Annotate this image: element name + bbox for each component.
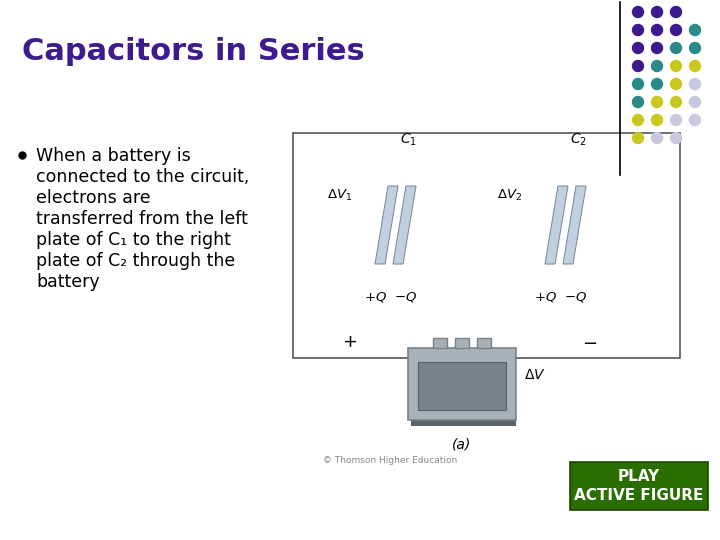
Polygon shape xyxy=(545,186,568,264)
Text: $-$: $-$ xyxy=(582,333,598,351)
Circle shape xyxy=(670,114,682,125)
Polygon shape xyxy=(563,186,586,264)
Circle shape xyxy=(652,97,662,107)
Text: PLAY
ACTIVE FIGURE: PLAY ACTIVE FIGURE xyxy=(575,469,703,503)
Circle shape xyxy=(652,24,662,36)
Polygon shape xyxy=(393,186,416,264)
Text: $\Delta V$: $\Delta V$ xyxy=(524,368,546,382)
Circle shape xyxy=(670,24,682,36)
Circle shape xyxy=(632,60,644,71)
Text: $-Q$: $-Q$ xyxy=(564,290,588,304)
Circle shape xyxy=(670,97,682,107)
Text: $-Q$: $-Q$ xyxy=(395,290,418,304)
Text: $+Q$: $+Q$ xyxy=(534,290,557,304)
Text: $C_1$: $C_1$ xyxy=(400,132,416,148)
Circle shape xyxy=(670,78,682,90)
Circle shape xyxy=(690,114,701,125)
Bar xyxy=(477,338,491,348)
Text: connected to the circuit,: connected to the circuit, xyxy=(36,168,249,186)
Text: $+Q$: $+Q$ xyxy=(364,290,387,304)
Bar xyxy=(455,338,469,348)
Text: $\Delta V_1$: $\Delta V_1$ xyxy=(327,187,352,202)
Circle shape xyxy=(652,78,662,90)
Text: When a battery is: When a battery is xyxy=(36,147,191,165)
Text: $C_2$: $C_2$ xyxy=(570,132,587,148)
Bar xyxy=(408,348,516,420)
Text: transferred from the left: transferred from the left xyxy=(36,210,248,228)
Circle shape xyxy=(632,132,644,144)
Bar xyxy=(293,133,680,358)
Circle shape xyxy=(632,6,644,17)
Circle shape xyxy=(690,24,701,36)
Text: plate of C₁ to the right: plate of C₁ to the right xyxy=(36,231,231,249)
Circle shape xyxy=(632,24,644,36)
Circle shape xyxy=(670,6,682,17)
Circle shape xyxy=(690,43,701,53)
Text: (a): (a) xyxy=(452,438,472,452)
Bar xyxy=(433,338,447,348)
Text: © Thomson Higher Education: © Thomson Higher Education xyxy=(323,456,457,465)
Circle shape xyxy=(690,97,701,107)
Circle shape xyxy=(632,114,644,125)
Text: Capacitors in Series: Capacitors in Series xyxy=(22,37,365,66)
Bar xyxy=(418,362,506,410)
Text: plate of C₂ through the: plate of C₂ through the xyxy=(36,252,235,270)
Text: battery: battery xyxy=(36,273,99,291)
Circle shape xyxy=(652,43,662,53)
Circle shape xyxy=(652,6,662,17)
Polygon shape xyxy=(375,186,398,264)
Circle shape xyxy=(690,60,701,71)
Circle shape xyxy=(690,78,701,90)
Text: $\Delta V_2$: $\Delta V_2$ xyxy=(497,187,522,202)
Circle shape xyxy=(670,60,682,71)
Circle shape xyxy=(632,97,644,107)
Circle shape xyxy=(652,132,662,144)
Circle shape xyxy=(632,78,644,90)
Text: $+$: $+$ xyxy=(343,333,358,351)
Text: electrons are: electrons are xyxy=(36,189,150,207)
Circle shape xyxy=(652,114,662,125)
Bar xyxy=(411,420,516,426)
Circle shape xyxy=(652,60,662,71)
Circle shape xyxy=(670,43,682,53)
Circle shape xyxy=(632,43,644,53)
Circle shape xyxy=(670,132,682,144)
Bar xyxy=(570,462,708,510)
